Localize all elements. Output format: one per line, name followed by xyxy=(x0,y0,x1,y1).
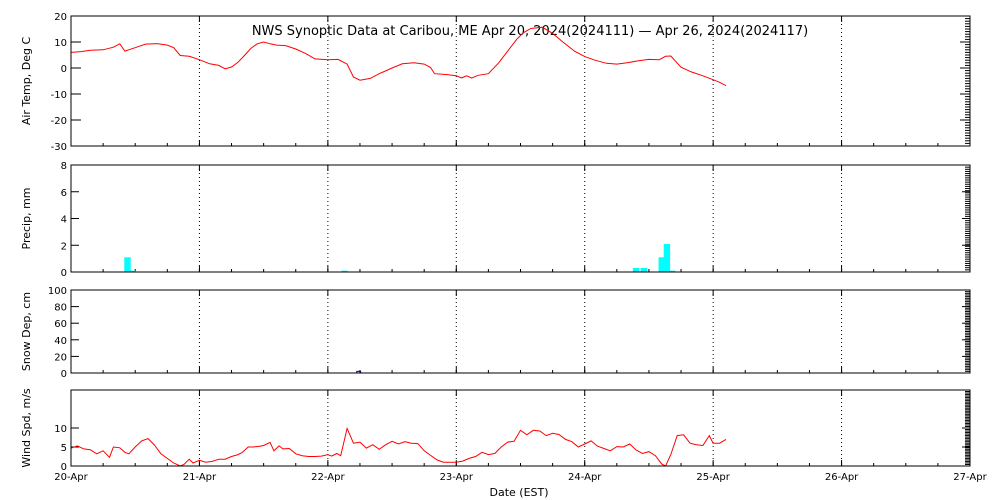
snow-depth-frame xyxy=(70,289,971,374)
x-tick-label: 20-Apr xyxy=(54,472,88,483)
x-tick-label: 24-Apr xyxy=(568,472,602,483)
air-temp-y-axis-label: Air Temp, Deg C xyxy=(20,37,33,126)
air-temp-y-tick-label: 20 xyxy=(54,12,67,23)
snow-depth-y-tick-label: 100 xyxy=(48,286,67,297)
panel-snow-depth: 100 80 60 40 20 0 Snow Dep, cm xyxy=(20,286,971,380)
precip-bar xyxy=(640,267,648,272)
precip-bar xyxy=(668,270,676,272)
wind-speed-y-axis-label: Wind Spd, m/s xyxy=(20,388,33,468)
precip-y-axis-label: Precip, mm xyxy=(20,188,33,250)
precip-bar xyxy=(658,257,665,272)
air-temp-frame xyxy=(70,15,971,147)
snow-depth-y-tick-label: 60 xyxy=(54,319,67,330)
wind-speed-y-tick-label: 10 xyxy=(54,424,67,435)
precip-y-tick-label: 4 xyxy=(61,215,67,226)
air-temp-y-tick-label: -30 xyxy=(51,142,67,153)
wind-speed-frame xyxy=(70,389,971,467)
snow-depth-y-tick-label: 80 xyxy=(54,303,67,314)
air-temp-y-tick-label: 10 xyxy=(54,38,67,49)
wind-speed-y-tick-label: 5 xyxy=(61,443,67,454)
x-tick-label: 26-Apr xyxy=(825,472,859,483)
snow-depth-y-tick-label: 40 xyxy=(54,336,67,347)
snow-depth-y-axis-label: Snow Dep, cm xyxy=(20,292,33,371)
precip-bar xyxy=(632,267,640,272)
chart-title: NWS Synoptic Data at Caribou, ME Apr 20,… xyxy=(252,24,808,39)
precip-y-tick-label: 6 xyxy=(61,188,67,199)
air-temp-y-tick-label: 0 xyxy=(61,64,67,75)
precip-bar xyxy=(341,270,348,272)
precip-y-tick-label: 2 xyxy=(61,241,67,252)
wind-speed-y-tick-label: 0 xyxy=(61,462,67,473)
snow-depth-y-tick-label: 0 xyxy=(61,369,67,380)
panel-wind-speed: 10 5 0 Wind Spd, m/s xyxy=(20,388,971,473)
air-temp-y-tick-label: -10 xyxy=(51,90,67,101)
x-axis-label: Date (EST) xyxy=(489,486,548,499)
precip-y-tick-label: 8 xyxy=(61,161,67,172)
snow-depth-y-tick-label: 20 xyxy=(54,352,67,363)
precip-bar xyxy=(124,257,131,272)
x-tick-label: 23-Apr xyxy=(440,472,474,483)
precip-bar xyxy=(129,270,136,272)
panel-air-temp: 20 10 0 -10 -20 -30 Air Temp, Deg C xyxy=(20,12,971,153)
panel-precip: 8 6 4 2 0 Precip, mm xyxy=(20,161,971,279)
air-temp-y-tick-label: -20 xyxy=(51,116,67,127)
x-tick-label: 27-Apr xyxy=(953,472,987,483)
x-tick-label: 21-Apr xyxy=(183,472,217,483)
precip-frame xyxy=(70,164,971,273)
x-tick-label: 22-Apr xyxy=(311,472,345,483)
x-tick-label: 25-Apr xyxy=(696,472,730,483)
air-temp-series-line xyxy=(70,26,727,87)
precip-y-tick-label: 0 xyxy=(61,268,67,279)
precip-bar xyxy=(663,243,671,272)
